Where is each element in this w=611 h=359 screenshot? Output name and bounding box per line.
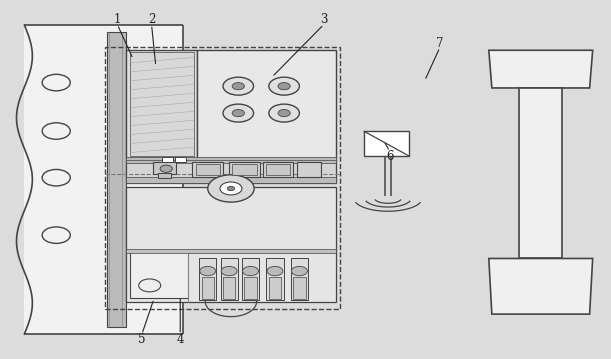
- Bar: [196, 164, 220, 175]
- Bar: [263, 162, 293, 177]
- Bar: [126, 50, 197, 158]
- Bar: [126, 249, 336, 253]
- Bar: [126, 177, 336, 183]
- Circle shape: [232, 109, 244, 117]
- Bar: [107, 32, 126, 327]
- Bar: [126, 157, 336, 160]
- Circle shape: [278, 83, 290, 90]
- Circle shape: [42, 169, 70, 186]
- Circle shape: [269, 77, 299, 95]
- Bar: [364, 131, 409, 156]
- Bar: [232, 164, 257, 175]
- Bar: [199, 258, 216, 300]
- Bar: [24, 25, 183, 334]
- Circle shape: [232, 83, 244, 90]
- Text: 5: 5: [138, 333, 145, 346]
- Text: 3: 3: [320, 13, 327, 26]
- Bar: [126, 158, 336, 163]
- Text: 1: 1: [114, 13, 121, 26]
- Circle shape: [227, 186, 235, 191]
- Circle shape: [221, 266, 237, 276]
- Bar: [297, 162, 321, 177]
- Circle shape: [200, 266, 216, 276]
- Circle shape: [208, 175, 254, 202]
- Circle shape: [42, 227, 70, 243]
- Circle shape: [267, 266, 283, 276]
- Bar: [266, 164, 290, 175]
- Bar: [158, 173, 171, 178]
- Bar: [153, 162, 176, 174]
- Bar: [221, 258, 238, 300]
- Bar: [242, 258, 259, 300]
- Circle shape: [160, 165, 172, 172]
- Bar: [293, 277, 306, 299]
- Circle shape: [243, 266, 258, 276]
- Bar: [269, 277, 281, 299]
- Circle shape: [291, 266, 307, 276]
- Circle shape: [223, 77, 254, 95]
- Text: 2: 2: [148, 13, 155, 26]
- Polygon shape: [489, 50, 593, 88]
- Bar: [202, 277, 214, 299]
- Bar: [105, 47, 340, 309]
- Bar: [126, 187, 336, 302]
- Text: 7: 7: [436, 37, 444, 50]
- Bar: [291, 258, 308, 300]
- Bar: [266, 258, 284, 300]
- Text: 6: 6: [386, 150, 393, 163]
- Circle shape: [220, 182, 242, 195]
- Bar: [162, 157, 173, 162]
- Circle shape: [42, 123, 70, 139]
- Circle shape: [42, 74, 70, 91]
- Bar: [197, 50, 336, 158]
- Bar: [175, 157, 186, 162]
- Bar: [519, 88, 562, 258]
- Bar: [229, 162, 260, 177]
- Bar: [223, 277, 235, 299]
- Circle shape: [269, 104, 299, 122]
- Bar: [244, 277, 257, 299]
- Bar: [130, 251, 188, 298]
- Text: 4: 4: [177, 333, 184, 346]
- Bar: [126, 159, 336, 183]
- Bar: [130, 52, 194, 156]
- Circle shape: [278, 109, 290, 117]
- Bar: [192, 162, 223, 177]
- Polygon shape: [489, 258, 593, 314]
- Circle shape: [223, 104, 254, 122]
